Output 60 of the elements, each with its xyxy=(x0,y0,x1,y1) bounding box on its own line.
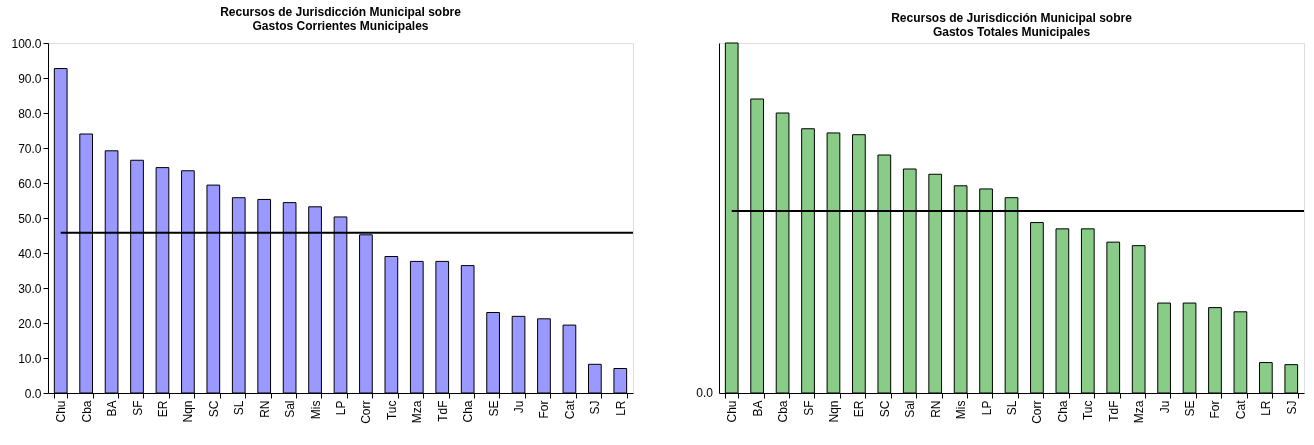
x-tick-label: Ju xyxy=(512,400,527,414)
x-tick-label: SC xyxy=(877,400,892,418)
x-tick-label: Mza xyxy=(1132,400,1147,424)
x-tick-label: Sal xyxy=(283,400,298,418)
x-tick-label: TdF xyxy=(435,400,450,422)
x-tick-label: SE xyxy=(1183,400,1198,417)
y-tick-label: 10.0 xyxy=(18,351,42,366)
y-tick-label: 40.0 xyxy=(18,246,42,261)
x-tick-label: LP xyxy=(979,400,994,416)
y-tick-label: 20.0 xyxy=(18,316,42,331)
x-tick-label: Cba xyxy=(79,400,94,423)
x-tick-label: Cat xyxy=(1233,399,1248,420)
x-tick-label: Chu xyxy=(725,400,740,423)
x-tick-label: Mis xyxy=(308,400,323,420)
x-tick-label: SC xyxy=(206,400,221,418)
x-tick-label: SJ xyxy=(1284,400,1299,415)
x-tick-label: ER xyxy=(155,400,170,418)
x-tick-label: BA xyxy=(750,400,765,417)
x-tick-label: Corr xyxy=(359,400,374,424)
x-tick-label: SL xyxy=(1005,400,1019,416)
x-tick-label: Chu xyxy=(54,400,69,423)
x-tick-label: SE xyxy=(486,400,501,417)
x-tick-label: Cba xyxy=(776,400,791,423)
x-tick-label: For xyxy=(1208,400,1223,419)
x-tick-label: SF xyxy=(801,400,816,416)
x-tick-label: TdF xyxy=(1106,400,1121,422)
x-tick-label: LR xyxy=(1259,400,1274,416)
y-tick-label: 60.0 xyxy=(18,176,42,191)
x-tick-label: SF xyxy=(130,400,145,416)
x-tick-label: BA xyxy=(105,400,120,417)
x-tick-label: LR xyxy=(613,400,628,416)
x-tick-label: Cat xyxy=(562,399,577,420)
text: 0.0 xyxy=(696,386,714,400)
x-tick-label: Mis xyxy=(954,400,969,420)
x-tick-label: SJ xyxy=(588,400,603,415)
x-tick-label: SL xyxy=(232,400,247,416)
x-tick-label: Corr xyxy=(1030,400,1045,424)
x-tick-label: ER xyxy=(852,400,867,418)
x-tick-label: Cha xyxy=(1055,400,1070,423)
x-tick-label: Cha xyxy=(461,400,476,423)
chart-title: Recursos de Jurisdicción Municipal sobre Gastos Totales Municipales xyxy=(891,10,1133,39)
y-tick-label: 90.0 xyxy=(18,71,42,86)
x-tick-label: RN xyxy=(257,400,272,418)
x-tick-label: LP xyxy=(334,400,348,416)
x-tick-label: Mza xyxy=(410,400,425,424)
y-tick-label: 100.0 xyxy=(11,36,42,51)
y-tick-label: 50.0 xyxy=(18,211,42,226)
x-tick-label: Tuc xyxy=(384,400,399,421)
x-tick-label: RN xyxy=(928,400,943,418)
y-tick-label: 80.0 xyxy=(18,106,42,121)
x-tick-label: Nqn xyxy=(826,400,841,423)
y-tick-label: 70.0 xyxy=(18,141,42,156)
x-tick-label: Ju xyxy=(1157,400,1172,414)
x-tick-label: Nqn xyxy=(181,400,196,423)
x-tick-label: Tuc xyxy=(1081,400,1096,421)
x-tick-label: For xyxy=(537,400,552,419)
chart-title: Recursos de Jurisdicción Municipal sobre Gastos Corrientes Municipales xyxy=(220,5,462,33)
x-tick-label: Sal xyxy=(903,400,918,418)
y-tick-label: 0.0 xyxy=(24,386,42,401)
y-tick-label: 30.0 xyxy=(18,281,42,296)
